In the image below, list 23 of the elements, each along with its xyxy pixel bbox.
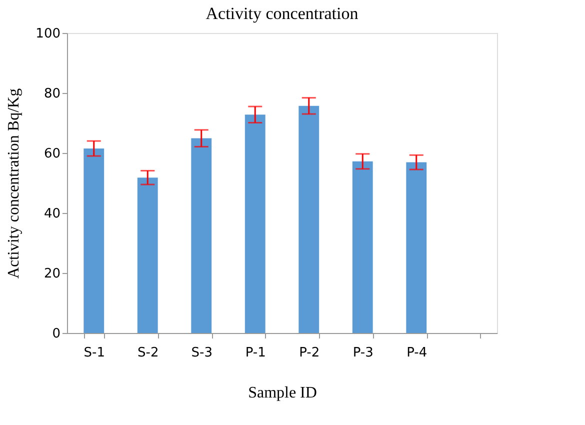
x-tick-label: P-2 (299, 346, 320, 360)
chart-title: Activity concentration (206, 4, 359, 23)
bar (406, 162, 427, 333)
x-tick-label: S-3 (191, 346, 212, 360)
bar (352, 161, 373, 333)
y-tick-label: 0 (52, 326, 60, 342)
bar (137, 178, 158, 333)
bar (191, 138, 212, 333)
y-tick-label: 60 (44, 146, 60, 162)
x-tick-label: S-1 (84, 346, 105, 360)
x-tick-label: P-3 (352, 346, 374, 360)
x-tick-label: P-4 (406, 346, 428, 360)
y-tick-label: 100 (36, 26, 60, 42)
y-tick-label: 40 (44, 206, 60, 222)
x-axis-title: Sample ID (248, 384, 317, 402)
y-tick-label: 20 (44, 266, 60, 282)
bar (84, 148, 104, 333)
x-tick-label: P-1 (245, 346, 266, 360)
x-tick-label: S-2 (138, 346, 159, 360)
bar (244, 114, 266, 333)
y-tick-label: 80 (44, 86, 60, 102)
bar (298, 106, 320, 333)
y-axis-title: Activity concentration Bq/Kg (6, 88, 23, 279)
